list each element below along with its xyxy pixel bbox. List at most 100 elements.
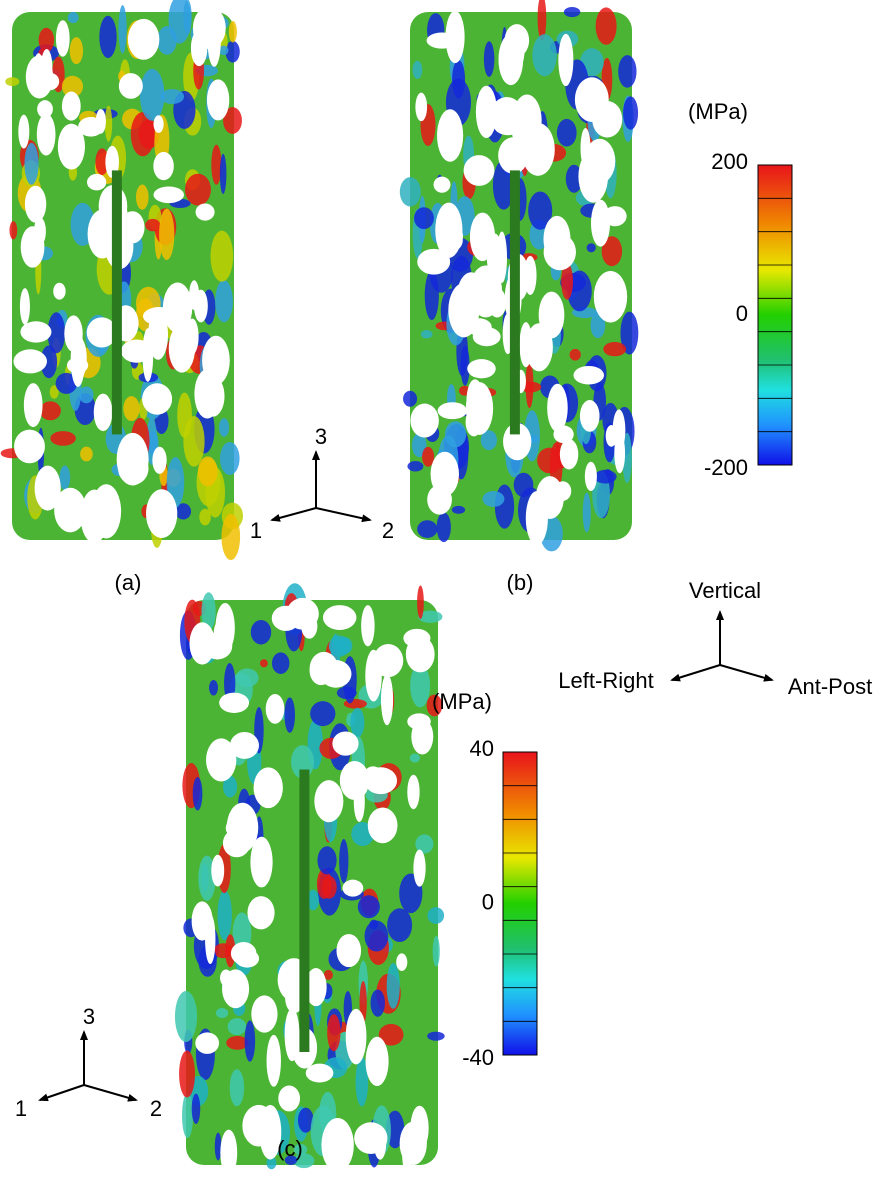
stress-patch <box>387 908 412 942</box>
stress-patch <box>68 12 79 23</box>
stress-patch <box>427 1032 444 1041</box>
stress-patch <box>623 96 638 129</box>
strut <box>299 770 309 1053</box>
stress-patch <box>417 520 437 538</box>
pore <box>194 369 220 418</box>
pore <box>554 481 571 501</box>
stress-patch <box>251 620 271 645</box>
stress-patch <box>414 207 434 229</box>
stress-patch <box>145 219 160 231</box>
pore <box>407 775 419 810</box>
pore <box>441 225 463 246</box>
pore <box>195 1032 219 1053</box>
stress-patch <box>228 1018 247 1035</box>
pore <box>332 731 358 755</box>
stress-patch <box>218 890 232 940</box>
pore <box>250 837 272 888</box>
pore <box>53 283 65 300</box>
pore <box>467 359 495 378</box>
stress-patch <box>594 470 616 484</box>
stress-patch <box>70 37 83 64</box>
pore <box>573 366 604 385</box>
stress-patch <box>193 777 203 811</box>
pore <box>186 319 199 355</box>
pore <box>346 1009 367 1065</box>
pore <box>410 404 438 438</box>
pore <box>278 1085 300 1111</box>
pore <box>235 949 259 967</box>
pore <box>396 953 407 971</box>
pore <box>494 116 522 135</box>
pore <box>547 384 568 432</box>
pore <box>153 152 173 180</box>
stress-patch <box>160 89 184 104</box>
figure: (a)(b)(c)(MPa)2000-200(MPa)400-40312312V… <box>0 0 887 1194</box>
stress-patch <box>99 16 116 58</box>
pore <box>207 79 229 120</box>
strut <box>510 170 520 434</box>
stress-patch <box>437 512 451 542</box>
pore <box>361 605 374 646</box>
pore <box>128 19 159 60</box>
pore <box>208 16 221 66</box>
stress-patch <box>387 963 400 1009</box>
stress-patch <box>413 61 423 79</box>
pore <box>119 73 143 99</box>
pore <box>521 123 555 176</box>
stress-patch <box>24 143 38 185</box>
stress-patch <box>272 652 290 674</box>
stress-patch <box>219 418 229 436</box>
pore <box>189 622 215 664</box>
pore <box>219 693 249 713</box>
colorbar <box>503 752 537 1055</box>
pore <box>91 484 121 538</box>
stress-patch <box>216 1008 228 1018</box>
stress-patch <box>220 154 227 194</box>
pore <box>438 402 467 419</box>
pore <box>20 321 51 342</box>
pore <box>18 115 29 149</box>
stress-patch <box>179 1050 195 1097</box>
pore <box>381 674 393 725</box>
pore <box>411 719 433 755</box>
pore <box>321 1118 353 1172</box>
stress-patch <box>410 753 420 762</box>
stress-patch <box>183 416 204 467</box>
stress-patch <box>105 106 112 142</box>
pore <box>267 1035 281 1087</box>
axis-label: 3 <box>315 424 327 449</box>
stress-patch <box>123 396 139 421</box>
stress-patch <box>603 342 626 356</box>
pore <box>247 896 274 929</box>
pore <box>13 349 47 373</box>
pore <box>585 462 597 491</box>
pore <box>272 606 300 631</box>
pore <box>24 383 43 427</box>
pore <box>431 452 459 497</box>
pore <box>14 430 45 464</box>
pore <box>153 187 184 204</box>
stress-patch <box>371 989 385 1016</box>
stress-patch <box>322 876 337 899</box>
pore <box>35 466 61 511</box>
pore <box>230 732 259 759</box>
pore <box>594 271 627 323</box>
pore <box>223 829 250 857</box>
stress-patch <box>80 447 93 462</box>
stress-patch <box>284 697 295 733</box>
stress-patch <box>400 177 421 206</box>
stress-patch <box>50 431 75 446</box>
stress-patch <box>9 221 17 239</box>
stress-patch <box>159 209 174 260</box>
pore <box>222 969 249 1008</box>
stress-patch <box>427 907 444 924</box>
stress-patch <box>310 701 335 726</box>
stress-patch <box>495 485 514 529</box>
stress-patch <box>192 1094 201 1124</box>
pore <box>525 323 552 371</box>
pore <box>20 288 30 325</box>
colorbar-tick-label: 0 <box>482 889 494 914</box>
axis-label: 2 <box>382 518 394 543</box>
stress-patch <box>557 119 577 147</box>
stress-patch <box>452 506 465 514</box>
